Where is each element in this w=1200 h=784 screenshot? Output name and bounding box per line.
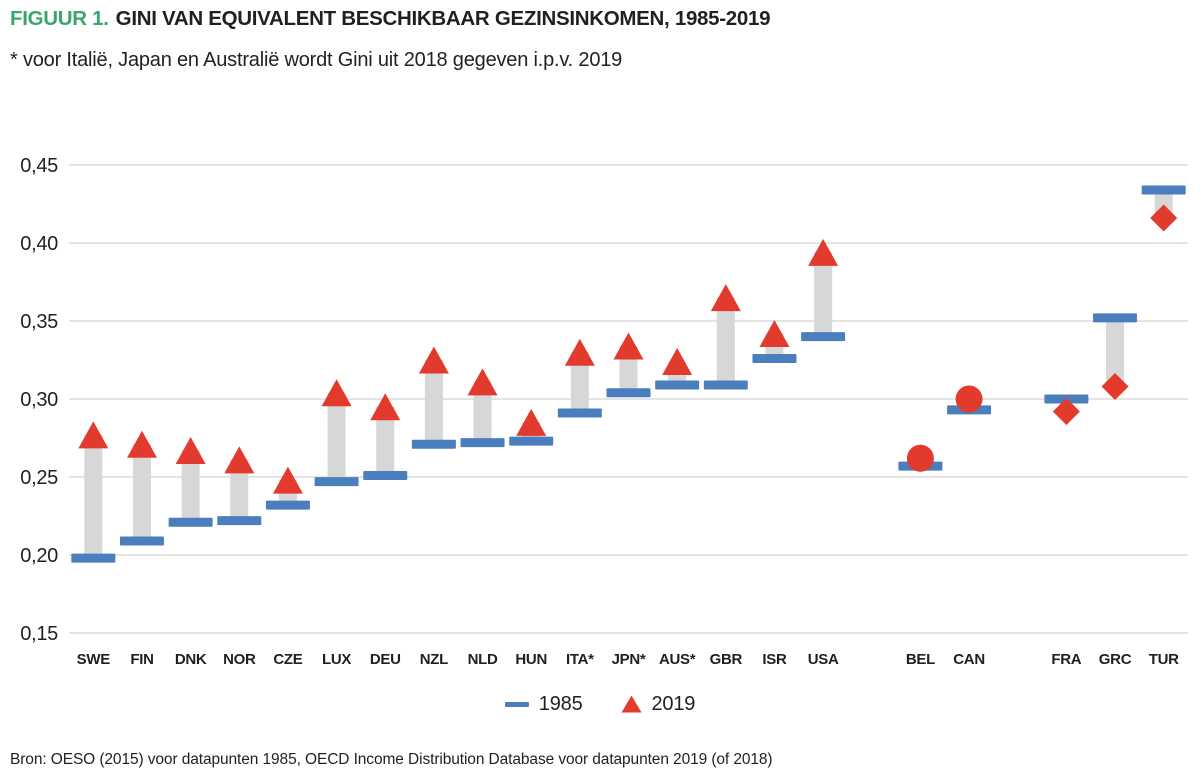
connector-bar — [376, 406, 395, 476]
triangle-2019-marker — [467, 368, 498, 396]
triangle-2019-marker — [759, 319, 790, 347]
dash-1985-marker — [655, 380, 700, 390]
connector-bar — [716, 297, 735, 385]
country-label: DEU — [370, 651, 401, 668]
connector-bar — [230, 459, 249, 521]
dash-marker-icon — [504, 701, 529, 707]
y-tick-label: 0,25 — [20, 467, 58, 489]
triangle-2019-marker — [662, 348, 693, 376]
country-label: USA — [808, 651, 839, 668]
country-label: CZE — [273, 651, 302, 668]
country-label: GBR — [710, 651, 743, 668]
country-label: ISR — [762, 651, 787, 668]
dash-1985-marker — [71, 553, 116, 563]
y-tick-label: 0,40 — [20, 233, 58, 255]
y-tick-label: 0,15 — [20, 623, 58, 645]
dash-1985-marker — [801, 332, 846, 342]
country-label: NZL — [420, 651, 448, 668]
circle-2019-marker — [906, 444, 934, 472]
connector-bar — [424, 360, 443, 445]
connector-bar — [570, 352, 589, 414]
country-label: DNK — [175, 651, 207, 668]
country-label: NLD — [468, 651, 498, 668]
country-label: SWE — [77, 651, 111, 668]
triangle-2019-marker — [418, 346, 449, 374]
diamond-2019-marker — [1101, 373, 1129, 401]
dash-1985-marker — [752, 353, 797, 363]
triangle-2019-marker — [808, 238, 839, 266]
triangle-2019-marker — [516, 408, 547, 436]
dash-1985-marker — [265, 500, 310, 510]
legend-item-2019: 2019 — [621, 692, 696, 716]
country-label: TUR — [1149, 651, 1179, 668]
connector-bar — [132, 444, 151, 541]
connector-bar — [327, 392, 346, 482]
triangle-2019-marker — [175, 436, 206, 464]
country-label: FIN — [130, 651, 153, 668]
dash-1985-marker — [314, 477, 359, 487]
dash-1985-marker — [168, 517, 213, 527]
country-label: GRC — [1099, 651, 1132, 668]
source-note: Bron: OESO (2015) voor datapunten 1985, … — [10, 751, 773, 768]
dash-1985-marker — [1093, 313, 1138, 323]
dash-1985-marker — [703, 380, 748, 390]
country-label: LUX — [322, 651, 351, 668]
country-label: FRA — [1051, 651, 1081, 668]
dash-1985-marker — [509, 436, 554, 446]
y-tick-label: 0,30 — [20, 389, 58, 411]
y-tick-label: 0,20 — [20, 545, 58, 567]
figure-number: FIGUUR 1. — [10, 7, 109, 30]
dash-1985-marker — [460, 438, 505, 448]
dash-1985-marker — [411, 439, 456, 449]
y-tick-label: 0,45 — [20, 155, 58, 177]
dash-1985-marker — [119, 536, 164, 546]
country-label: BEL — [906, 651, 935, 668]
connector-bar — [84, 434, 103, 559]
triangle-2019-marker — [710, 284, 741, 312]
dash-1985-marker — [363, 470, 408, 480]
triangle-2019-marker — [370, 393, 401, 421]
country-label: NOR — [223, 651, 256, 668]
triangle-2019-marker — [224, 446, 255, 474]
y-tick-label: 0,35 — [20, 311, 58, 333]
triangle-2019-marker — [321, 379, 352, 407]
country-label: ITA* — [566, 651, 594, 668]
connector-bar — [473, 381, 492, 443]
legend-item-1985: 1985 — [504, 692, 583, 716]
triangle-2019-marker — [564, 338, 595, 366]
triangle-2019-marker — [272, 466, 303, 494]
triangle-2019-marker — [126, 430, 157, 458]
dash-1985-marker — [557, 408, 602, 418]
diamond-2019-marker — [1052, 397, 1080, 425]
country-label: AUS* — [659, 651, 696, 668]
triangle-marker-icon — [621, 695, 641, 713]
circle-2019-marker — [955, 385, 983, 413]
triangle-2019-marker — [78, 421, 109, 449]
triangle-2019-marker — [613, 332, 644, 360]
figure-subtitle: * voor Italië, Japan en Australië wordt … — [10, 49, 623, 71]
country-label: HUN — [515, 651, 547, 668]
dash-1985-marker — [606, 388, 651, 398]
figure-title-text: GINI VAN EQUIVALENT BESCHIKBAAR GEZINSIN… — [115, 7, 771, 30]
legend-label-1985: 1985 — [538, 692, 583, 715]
legend-label-2019: 2019 — [651, 692, 696, 715]
country-label: JPN* — [612, 651, 646, 668]
diamond-2019-marker — [1150, 204, 1178, 232]
country-label: CAN — [953, 651, 985, 668]
figure-title: FIGUUR 1. GINI VAN EQUIVALENT BESCHIKBAAR… — [10, 7, 770, 31]
chart-legend: 1985 2019 — [0, 688, 1200, 720]
connector-bar — [814, 252, 833, 337]
dash-1985-marker — [1141, 185, 1186, 195]
connector-bar — [181, 450, 200, 523]
connector-bar — [1106, 317, 1125, 387]
dash-1985-marker — [217, 516, 262, 526]
